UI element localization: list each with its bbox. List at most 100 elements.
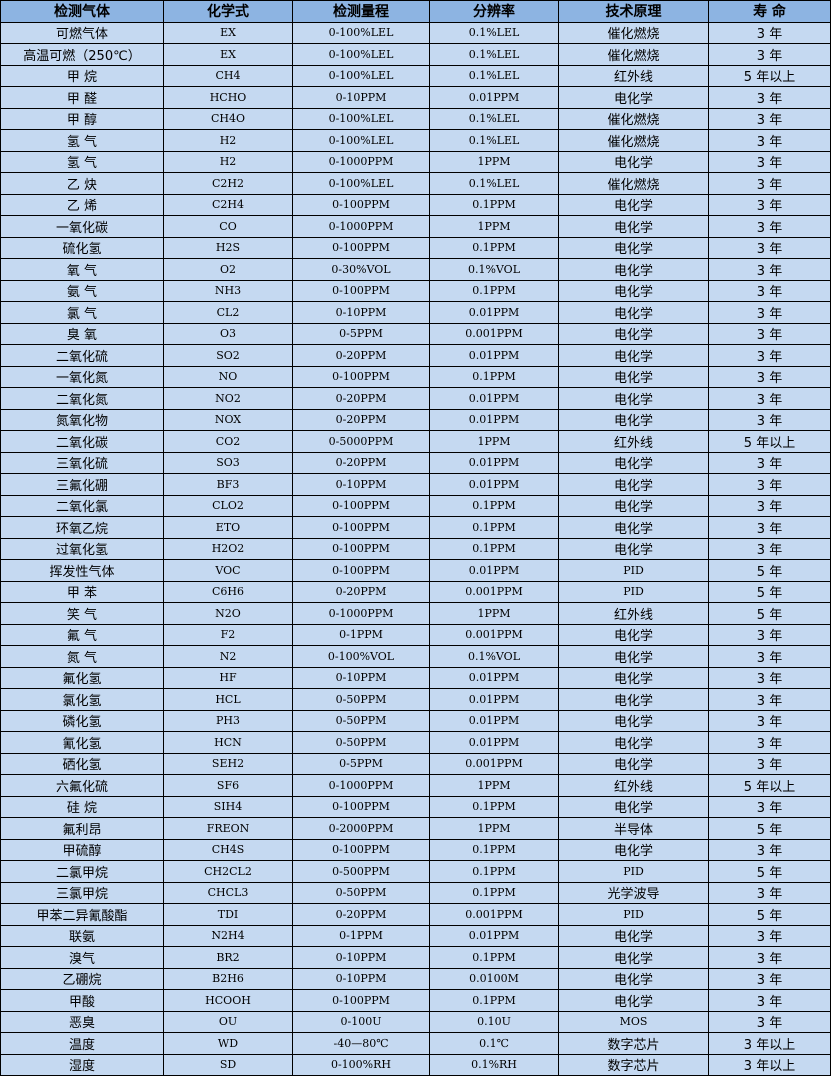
cell-detection-range: 0-20PPM [292,387,430,410]
cell-technical-principle: 电化学 [558,924,709,947]
cell-lifespan: 3 年 [708,107,831,130]
cell-gas-name: 六氟化硫 [0,774,164,797]
cell-lifespan: 3 年 [708,258,831,281]
cell-lifespan: 5 年以上 [708,430,831,453]
cell-gas-name: 甲酸 [0,989,164,1012]
cell-resolution: 0.001PPM [429,623,559,646]
cell-gas-name: 甲 醇 [0,107,164,130]
cell-gas-name: 可燃气体 [0,21,164,44]
cell-gas-name: 乙 炔 [0,172,164,195]
table-row: 硒化氢 SEH2 0-5PPM 0.001PPM 电化学 3 年 [0,752,831,775]
cell-technical-principle: MOS [558,1010,709,1033]
table-row: 二氧化硫 SO2 0-20PPM 0.01PPM 电化学 3 年 [0,344,831,367]
cell-lifespan: 3 年 [708,301,831,324]
cell-technical-principle: 催化燃烧 [558,21,709,44]
table-row: 溴气 BR2 0-10PPM 0.1PPM 电化学 3 年 [0,946,831,969]
cell-gas-name: 磷化氢 [0,709,164,732]
cell-gas-name: 二氧化氮 [0,387,164,410]
cell-detection-range: 0-100%LEL [292,107,430,130]
cell-lifespan: 5 年 [708,559,831,582]
cell-lifespan: 3 年 [708,537,831,560]
table-row: 氯 气 CL2 0-10PPM 0.01PPM 电化学 3 年 [0,301,831,324]
cell-chemical-formula: O2 [163,258,293,281]
cell-resolution: 0.01PPM [429,387,559,410]
cell-gas-name: 氟利昂 [0,817,164,840]
cell-lifespan: 5 年 [708,602,831,625]
cell-gas-name: 二氧化氯 [0,494,164,517]
cell-technical-principle: 电化学 [558,645,709,668]
cell-gas-name: 二氧化硫 [0,344,164,367]
table-row: 乙 烯 C2H4 0-100PPM 0.1PPM 电化学 3 年 [0,193,831,216]
cell-lifespan: 3 年 [708,838,831,861]
header-chemical-formula: 化学式 [163,0,293,23]
cell-lifespan: 3 年 [708,623,831,646]
cell-gas-name: 联氨 [0,924,164,947]
cell-technical-principle: 电化学 [558,494,709,517]
cell-gas-name: 氨 气 [0,279,164,302]
cell-resolution: 0.01PPM [429,344,559,367]
table-row: 笑 气 N2O 0-1000PPM 1PPM 红外线 5 年 [0,602,831,625]
cell-chemical-formula: HCL [163,688,293,711]
cell-gas-name: 硫化氢 [0,236,164,259]
cell-lifespan: 3 年 [708,688,831,711]
cell-detection-range: 0-30%VOL [292,258,430,281]
cell-detection-range: 0-10PPM [292,666,430,689]
cell-resolution: 0.1%LEL [429,172,559,195]
cell-technical-principle: 红外线 [558,64,709,87]
cell-chemical-formula: SF6 [163,774,293,797]
table-row: 磷化氢 PH3 0-50PPM 0.01PPM 电化学 3 年 [0,709,831,732]
cell-gas-name: 环氧乙烷 [0,516,164,539]
cell-resolution: 0.1PPM [429,795,559,818]
cell-technical-principle: 数字芯片 [558,1032,709,1055]
cell-resolution: 0.01PPM [429,666,559,689]
cell-chemical-formula: SEH2 [163,752,293,775]
cell-lifespan: 3 年 [708,451,831,474]
table-row: 甲苯二异氰酸酯 TDI 0-20PPM 0.001PPM PID 5 年 [0,903,831,926]
cell-detection-range: 0-20PPM [292,408,430,431]
table-row: 恶臭 OU 0-100U 0.10U MOS 3 年 [0,1010,831,1033]
cell-chemical-formula: SO2 [163,344,293,367]
cell-gas-name: 挥发性气体 [0,559,164,582]
table-row: 氟化氢 HF 0-10PPM 0.01PPM 电化学 3 年 [0,666,831,689]
table-row: 臭 氧 O3 0-5PPM 0.001PPM 电化学 3 年 [0,322,831,345]
cell-resolution: 0.1%LEL [429,129,559,152]
cell-gas-name: 乙 烯 [0,193,164,216]
cell-resolution: 0.1PPM [429,537,559,560]
cell-chemical-formula: BF3 [163,473,293,496]
cell-lifespan: 3 年 [708,43,831,66]
cell-lifespan: 3 年 [708,21,831,44]
table-row: 环氧乙烷 ETO 0-100PPM 0.1PPM 电化学 3 年 [0,516,831,539]
cell-detection-range: 0-1000PPM [292,150,430,173]
cell-resolution: 0.1PPM [429,494,559,517]
cell-lifespan: 3 年 [708,752,831,775]
cell-chemical-formula: ETO [163,516,293,539]
cell-chemical-formula: H2 [163,129,293,152]
table-row: 六氟化硫 SF6 0-1000PPM 1PPM 红外线 5 年以上 [0,774,831,797]
cell-gas-name: 三氯甲烷 [0,881,164,904]
cell-gas-name: 过氧化氢 [0,537,164,560]
table-row: 二氧化氮 NO2 0-20PPM 0.01PPM 电化学 3 年 [0,387,831,410]
cell-detection-range: 0-1PPM [292,623,430,646]
cell-technical-principle: PID [558,580,709,603]
cell-lifespan: 3 年 [708,236,831,259]
cell-gas-name: 湿度 [0,1053,164,1076]
cell-lifespan: 3 年 [708,387,831,410]
cell-detection-range: 0-100PPM [292,236,430,259]
cell-detection-range: 0-100PPM [292,559,430,582]
cell-chemical-formula: H2O2 [163,537,293,560]
cell-gas-name: 甲苯二异氰酸酯 [0,903,164,926]
cell-technical-principle: 电化学 [558,387,709,410]
cell-chemical-formula: NH3 [163,279,293,302]
cell-resolution: 0.1PPM [429,838,559,861]
cell-chemical-formula: CH4 [163,64,293,87]
cell-lifespan: 3 年 [708,193,831,216]
cell-lifespan: 3 年 [708,645,831,668]
cell-resolution: 0.1PPM [429,365,559,388]
cell-lifespan: 3 年 [708,408,831,431]
cell-detection-range: 0-10PPM [292,967,430,990]
cell-chemical-formula: C2H2 [163,172,293,195]
cell-detection-range: 0-10PPM [292,473,430,496]
cell-gas-name: 乙硼烷 [0,967,164,990]
cell-chemical-formula: F2 [163,623,293,646]
